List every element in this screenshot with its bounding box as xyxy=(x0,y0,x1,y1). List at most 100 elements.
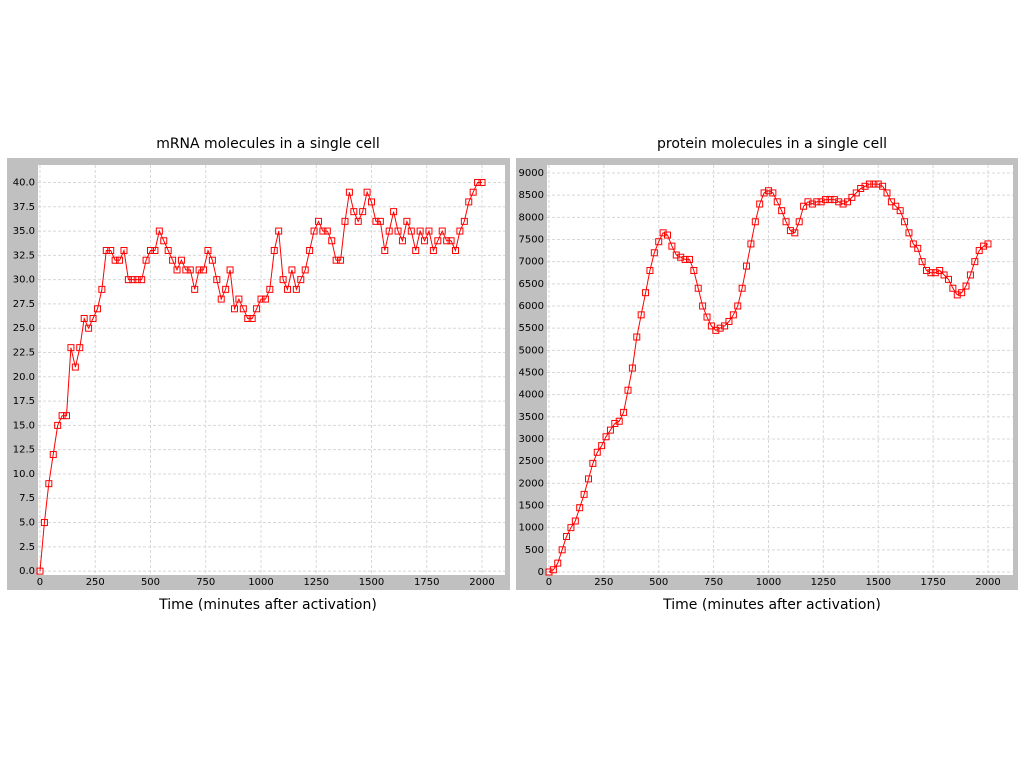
y-tick-label: 35.0 xyxy=(13,226,35,237)
point-marker xyxy=(808,200,816,208)
point-marker xyxy=(469,188,477,196)
point-marker xyxy=(429,246,437,254)
y-tick-label: 9000 xyxy=(519,168,544,179)
y-tick-label: 12.5 xyxy=(13,445,35,456)
point-marker xyxy=(390,208,398,216)
point-marker xyxy=(314,217,322,225)
y-tick-label: 7500 xyxy=(519,234,544,245)
point-marker xyxy=(677,253,685,261)
point-marker xyxy=(870,180,878,188)
point-marker xyxy=(751,218,759,226)
point-marker xyxy=(874,180,882,188)
y-tick-label: 2000 xyxy=(519,478,544,489)
point-marker xyxy=(443,237,451,245)
point-marker xyxy=(659,229,667,237)
point-marker xyxy=(301,266,309,274)
point-marker xyxy=(936,267,944,275)
point-marker xyxy=(186,266,194,274)
point-marker xyxy=(615,417,623,425)
point-marker xyxy=(852,189,860,197)
point-marker xyxy=(804,198,812,206)
y-tick-label: 40.0 xyxy=(13,177,35,188)
x-tick-label: 1750 xyxy=(414,577,439,588)
point-marker xyxy=(966,271,974,279)
point-marker xyxy=(958,289,966,297)
x-tick-label: 0 xyxy=(37,577,43,588)
point-marker xyxy=(800,202,808,210)
point-marker xyxy=(975,247,983,255)
point-marker xyxy=(133,276,141,284)
point-marker xyxy=(447,237,455,245)
point-marker xyxy=(817,198,825,206)
point-marker xyxy=(142,256,150,264)
point-marker xyxy=(398,237,406,245)
x-tick-label: 1750 xyxy=(920,577,945,588)
point-marker xyxy=(782,218,790,226)
x-tick-label: 1500 xyxy=(359,577,384,588)
point-marker xyxy=(743,262,751,270)
point-marker xyxy=(879,182,887,190)
point-marker xyxy=(323,227,331,235)
point-marker xyxy=(425,227,433,235)
point-marker xyxy=(173,266,181,274)
point-marker xyxy=(191,285,199,293)
point-marker xyxy=(341,217,349,225)
y-tick-label: 25.0 xyxy=(13,323,35,334)
point-marker xyxy=(914,244,922,252)
point-marker xyxy=(909,240,917,248)
point-marker xyxy=(120,246,128,254)
point-marker xyxy=(923,267,931,275)
point-marker xyxy=(712,326,720,334)
y-tick-label: 5000 xyxy=(519,345,544,356)
point-marker xyxy=(620,408,628,416)
point-marker xyxy=(901,218,909,226)
point-marker xyxy=(381,246,389,254)
point-marker xyxy=(80,315,88,323)
point-marker xyxy=(558,546,566,554)
y-tick-label: 10.0 xyxy=(13,469,35,480)
point-marker xyxy=(465,198,473,206)
point-marker xyxy=(107,246,115,254)
y-tick-label: 22.5 xyxy=(13,348,35,359)
y-tick-label: 5500 xyxy=(519,323,544,334)
y-tick-label: 6000 xyxy=(519,301,544,312)
y-tick-label: 8500 xyxy=(519,190,544,201)
point-marker xyxy=(332,256,340,264)
point-marker xyxy=(421,237,429,245)
point-marker xyxy=(204,246,212,254)
x-tick-label: 250 xyxy=(594,577,613,588)
point-marker xyxy=(637,311,645,319)
point-marker xyxy=(376,217,384,225)
x-tick-label: 2000 xyxy=(469,577,494,588)
point-marker xyxy=(394,227,402,235)
y-tick-label: 30.0 xyxy=(13,275,35,286)
point-marker xyxy=(407,227,415,235)
point-marker xyxy=(63,412,71,420)
point-marker xyxy=(200,266,208,274)
x-tick-label: 500 xyxy=(141,577,160,588)
point-marker xyxy=(611,419,619,427)
point-marker xyxy=(71,363,79,371)
point-marker xyxy=(49,451,57,459)
point-marker xyxy=(896,207,904,215)
point-marker xyxy=(685,255,693,263)
point-marker xyxy=(345,188,353,196)
point-marker xyxy=(567,524,575,532)
point-marker xyxy=(93,305,101,313)
point-marker xyxy=(350,208,358,216)
point-marker xyxy=(368,198,376,206)
point-marker xyxy=(549,566,557,574)
point-marker xyxy=(887,198,895,206)
point-marker xyxy=(266,285,274,293)
x-tick-label: 250 xyxy=(86,577,105,588)
point-marker xyxy=(138,276,146,284)
point-marker xyxy=(655,238,663,246)
y-tick-label: 500 xyxy=(525,545,544,556)
point-marker xyxy=(931,269,939,277)
point-marker xyxy=(699,302,707,310)
point-marker xyxy=(589,459,597,467)
point-marker xyxy=(664,231,672,239)
point-marker xyxy=(554,559,562,567)
point-marker xyxy=(918,258,926,266)
point-marker xyxy=(839,200,847,208)
